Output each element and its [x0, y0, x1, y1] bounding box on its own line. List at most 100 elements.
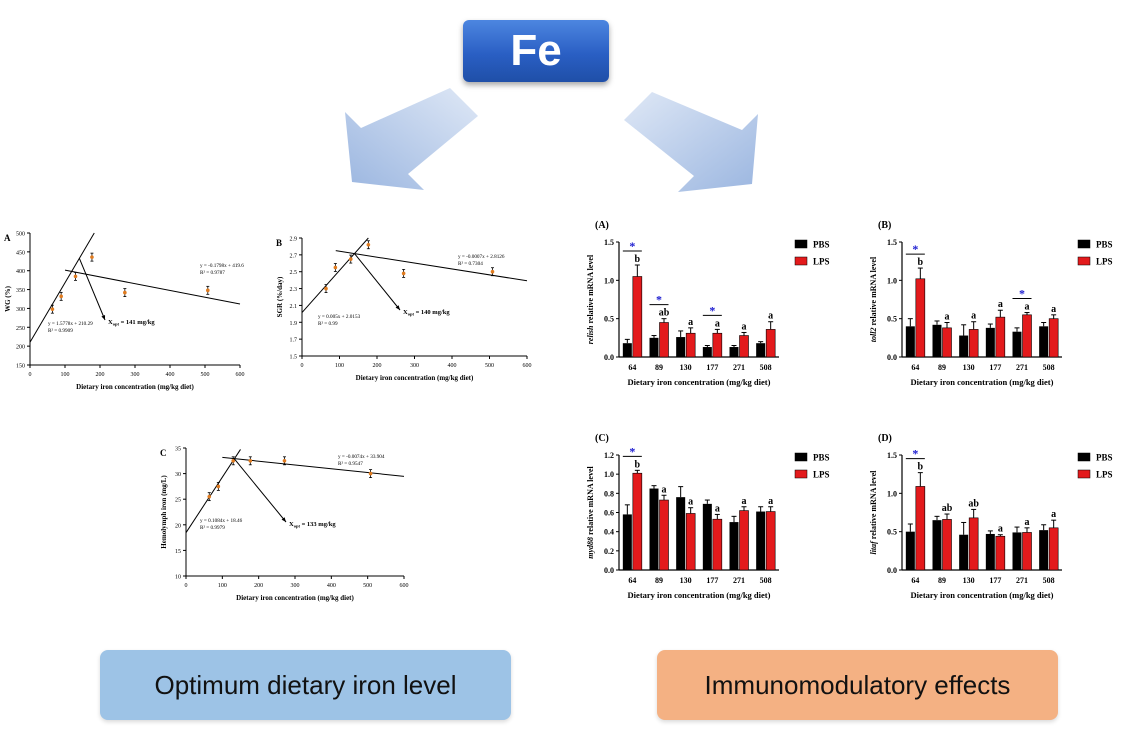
- xopt-label: Xopt = 141 mg/kg: [108, 319, 155, 327]
- significance-letter: ab: [659, 308, 670, 319]
- bar-lps: [968, 517, 979, 571]
- panel-letter: C: [160, 448, 167, 458]
- x-tick-label: 64: [911, 576, 919, 585]
- data-point: [348, 257, 353, 261]
- data-point: [368, 471, 373, 476]
- bar-lps: [942, 519, 952, 571]
- x-tick-label: 64: [628, 576, 636, 585]
- x-tick-label: 508: [760, 363, 772, 372]
- y-axis-label: relish relative mRNA level: [586, 254, 595, 344]
- panel-letter: (C): [595, 433, 609, 444]
- legend-swatch: [1077, 452, 1091, 462]
- y-tick-label: 1.5: [604, 238, 614, 247]
- data-point: [333, 265, 338, 270]
- equation-ascending: y = 0.005x + 2.0153: [318, 314, 361, 320]
- bar-lps: [739, 335, 749, 358]
- y-tick-label: 0.0: [604, 566, 614, 575]
- fe-title: Fe: [510, 26, 562, 75]
- panel-letter: A: [4, 233, 11, 243]
- bar-pbs: [622, 343, 632, 357]
- y-tick-label: 20: [175, 523, 181, 529]
- legend-label: PBS: [813, 240, 830, 250]
- y-tick-label: 1.5: [887, 451, 897, 460]
- equation-ascending: y = 0.1084x + 18.46: [200, 518, 243, 524]
- bar-pbs: [702, 347, 712, 357]
- significance-letter: b: [635, 254, 641, 265]
- x-tick-label: 271: [1016, 576, 1028, 585]
- immunomodulatory-box: Immunomodulatory effects: [657, 650, 1058, 720]
- bar-lps: [942, 327, 952, 358]
- significance-star-icon: *: [912, 242, 918, 256]
- y-tick-label: 1.5: [887, 238, 897, 247]
- bar-lps: [915, 486, 926, 571]
- x-tick-label: 100: [335, 363, 344, 369]
- data-point: [324, 286, 328, 291]
- significance-letter: a: [768, 311, 773, 322]
- bar-pbs: [649, 337, 659, 357]
- legend-label: LPS: [813, 470, 830, 480]
- legend-swatch: [1077, 256, 1091, 266]
- significance-letter: a: [715, 503, 720, 514]
- y-tick-label: 2.5: [290, 270, 298, 276]
- regression-line-plateau: [335, 250, 528, 282]
- data-point: [206, 288, 210, 293]
- legend-swatch: [794, 256, 808, 266]
- bar-pbs: [1012, 532, 1022, 570]
- x-tick-label: 500: [201, 372, 210, 378]
- y-tick-label: 0.0: [887, 566, 897, 575]
- bar-lps: [1048, 318, 1059, 358]
- significance-letter: b: [918, 462, 924, 473]
- regression-line-plateau: [64, 269, 241, 305]
- data-point: [90, 255, 94, 259]
- x-tick-label: 300: [291, 583, 300, 589]
- x-tick-label: 177: [989, 576, 1001, 585]
- regression-line-plateau: [222, 456, 405, 477]
- panel-letter: (D): [878, 433, 892, 444]
- x-tick-label: 177: [706, 576, 718, 585]
- x-axis-label: Dietary iron concentration (mg/kg diet): [628, 590, 771, 600]
- bar-pbs: [649, 488, 659, 570]
- x-tick-label: 64: [628, 363, 636, 372]
- x-tick-label: 300: [131, 372, 140, 378]
- significance-letter: a: [715, 318, 720, 329]
- x-tick-label: 177: [989, 363, 1001, 372]
- y-tick-label: 25: [175, 498, 181, 504]
- significance-letter: ab: [942, 503, 953, 514]
- bar-pbs: [905, 531, 915, 570]
- significance-letter: a: [971, 311, 976, 322]
- significance-letter: a: [688, 497, 693, 508]
- y-axis-label: Hemolymph iron (mg/L): [160, 475, 168, 549]
- x-axis-label: Dietary iron concentration (mg/kg diet): [236, 594, 354, 602]
- panel-letter: (A): [595, 220, 609, 231]
- bar-pbs: [1012, 331, 1022, 357]
- y-tick-label: 250: [16, 326, 25, 332]
- legend-swatch: [794, 452, 808, 462]
- equation-plateau: y = -0.0007x + 2.8126: [458, 254, 505, 260]
- bar-pbs: [959, 534, 969, 570]
- y-tick-label: 1.0: [887, 276, 897, 285]
- bar-pbs: [756, 343, 766, 357]
- x-tick-label: 64: [911, 363, 919, 372]
- r-squared-plateau: R² = 0.9547: [338, 461, 363, 467]
- bar-lps: [712, 332, 723, 358]
- y-tick-label: 0.0: [604, 353, 614, 362]
- x-axis-label: Dietary iron concentration (mg/kg diet): [628, 377, 771, 387]
- significance-letter: a: [688, 317, 693, 328]
- significance-letter: a: [742, 321, 747, 332]
- x-tick-label: 0: [185, 583, 188, 589]
- significance-letter: a: [742, 496, 747, 507]
- data-point: [248, 459, 253, 463]
- xopt-arrow-shaft: [233, 458, 287, 523]
- bar-lps: [685, 332, 696, 358]
- xopt-label: Xopt = 133 mg/kg: [289, 521, 336, 529]
- x-tick-label: 0: [301, 363, 304, 369]
- y-tick-label: 0.8: [604, 489, 614, 498]
- bar-pbs: [676, 497, 686, 570]
- immunomodulatory-label: Immunomodulatory effects: [704, 669, 1011, 700]
- x-tick-label: 200: [373, 363, 382, 369]
- x-tick-label: 130: [963, 576, 975, 585]
- y-tick-label: 2.3: [290, 287, 298, 293]
- bar-lps: [659, 499, 669, 571]
- equation-plateau: y = -0.0074x + 33.904: [338, 454, 385, 460]
- r-squared-plateau: R² = 0.9787: [200, 270, 225, 276]
